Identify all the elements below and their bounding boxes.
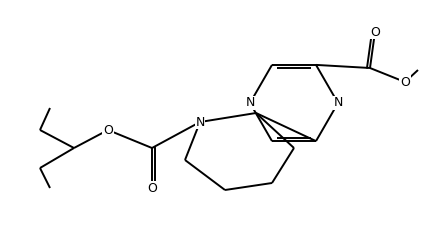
Text: O: O: [400, 75, 410, 89]
Text: O: O: [103, 124, 113, 137]
Text: O: O: [370, 25, 380, 39]
Text: O: O: [147, 182, 157, 194]
Text: N: N: [245, 96, 255, 109]
Text: N: N: [195, 115, 205, 129]
Text: N: N: [333, 96, 343, 109]
